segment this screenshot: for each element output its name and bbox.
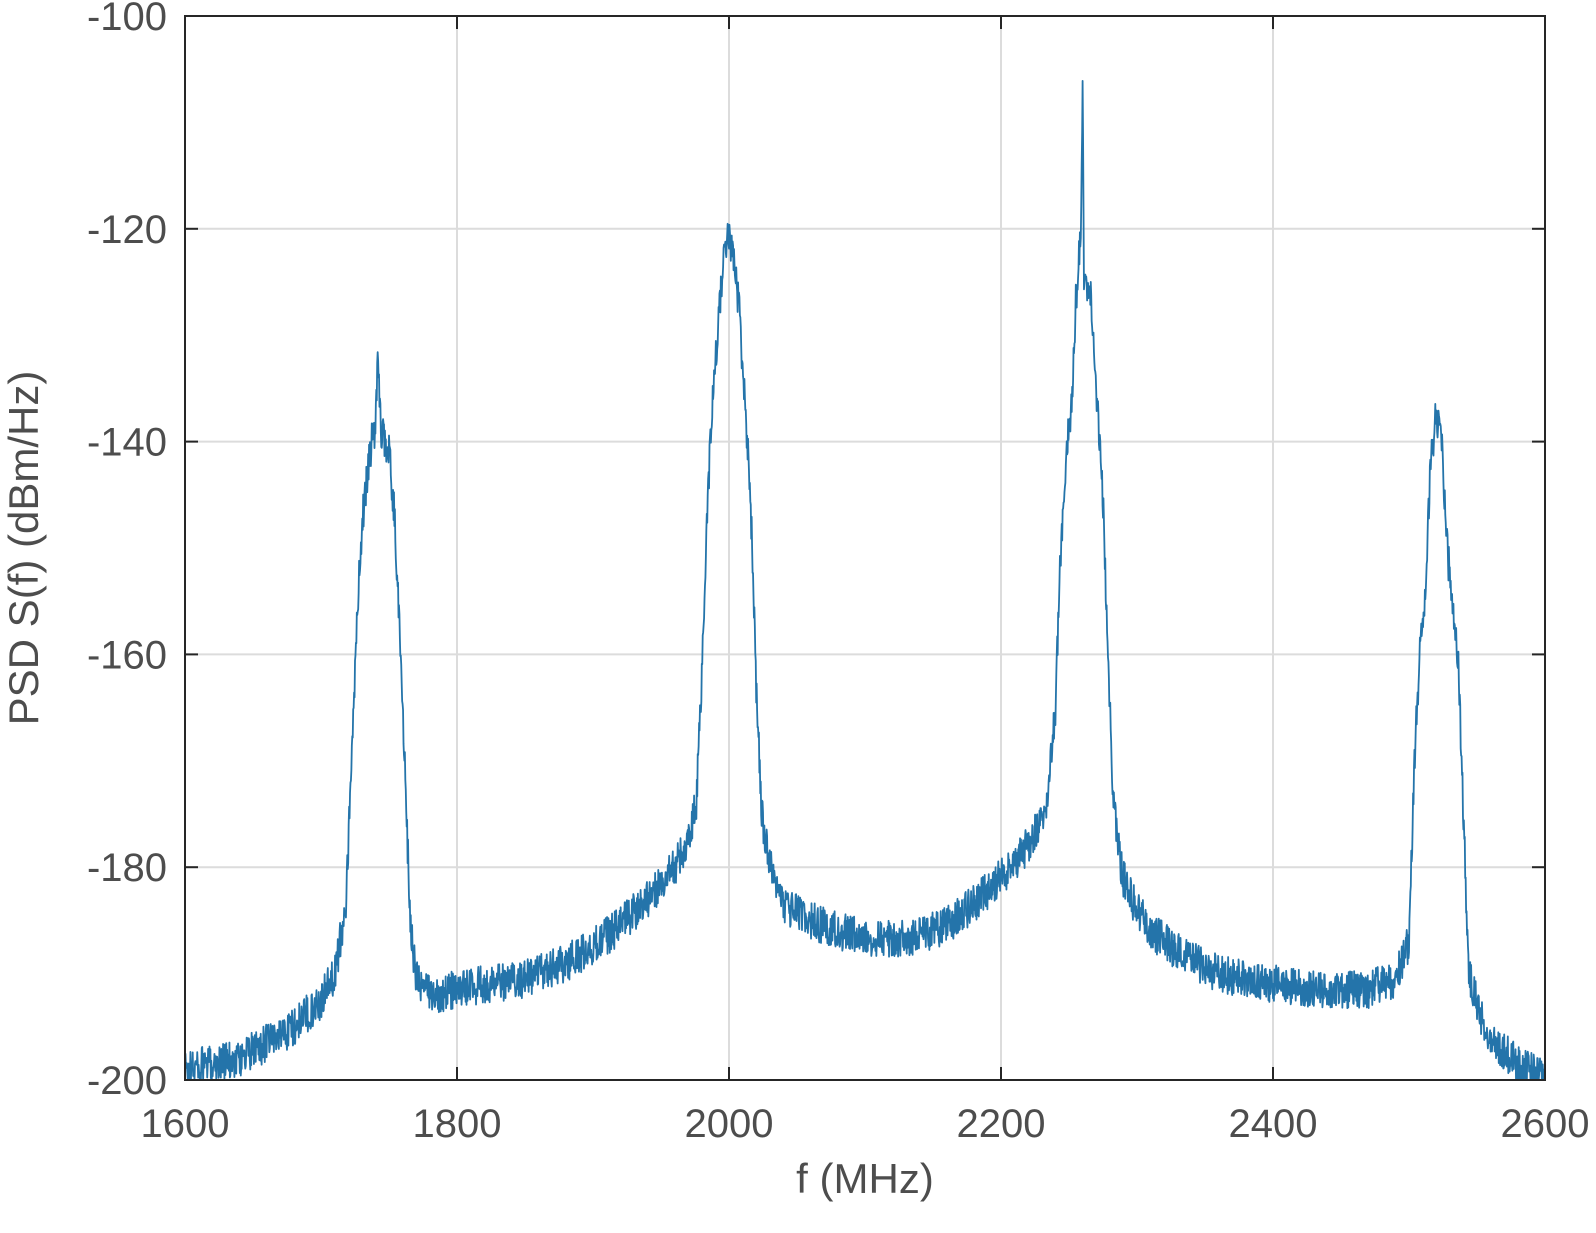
- y-tick-label: -120: [87, 208, 167, 252]
- psd-series-line: [184, 79, 1546, 1081]
- plot-frame: [184, 15, 1546, 1081]
- tick-marks: [184, 15, 1546, 1081]
- x-axis-label: f (MHz): [796, 1155, 934, 1202]
- x-tick-label: 2400: [1229, 1102, 1318, 1146]
- y-axis-label: PSD S(f) (dBm/Hz): [0, 371, 47, 726]
- y-tick-labels: -200 -180 -160 -140 -120 -100: [87, 0, 167, 1103]
- y-tick-label: -100: [87, 0, 167, 39]
- x-tick-label: 2000: [685, 1102, 774, 1146]
- y-tick-label: -140: [87, 421, 167, 465]
- y-tick-label: -180: [87, 846, 167, 890]
- x-tick-labels: 1600 1800 2000 2200 2400 2600: [141, 1102, 1590, 1146]
- series-group: [184, 79, 1546, 1081]
- y-tick-label: -200: [87, 1059, 167, 1103]
- x-tick-label: 2200: [957, 1102, 1046, 1146]
- x-tick-label: 2600: [1501, 1102, 1590, 1146]
- grid-lines: [184, 15, 1546, 1081]
- x-tick-label: 1800: [413, 1102, 502, 1146]
- x-tick-label: 1600: [141, 1102, 230, 1146]
- y-tick-label: -160: [87, 633, 167, 677]
